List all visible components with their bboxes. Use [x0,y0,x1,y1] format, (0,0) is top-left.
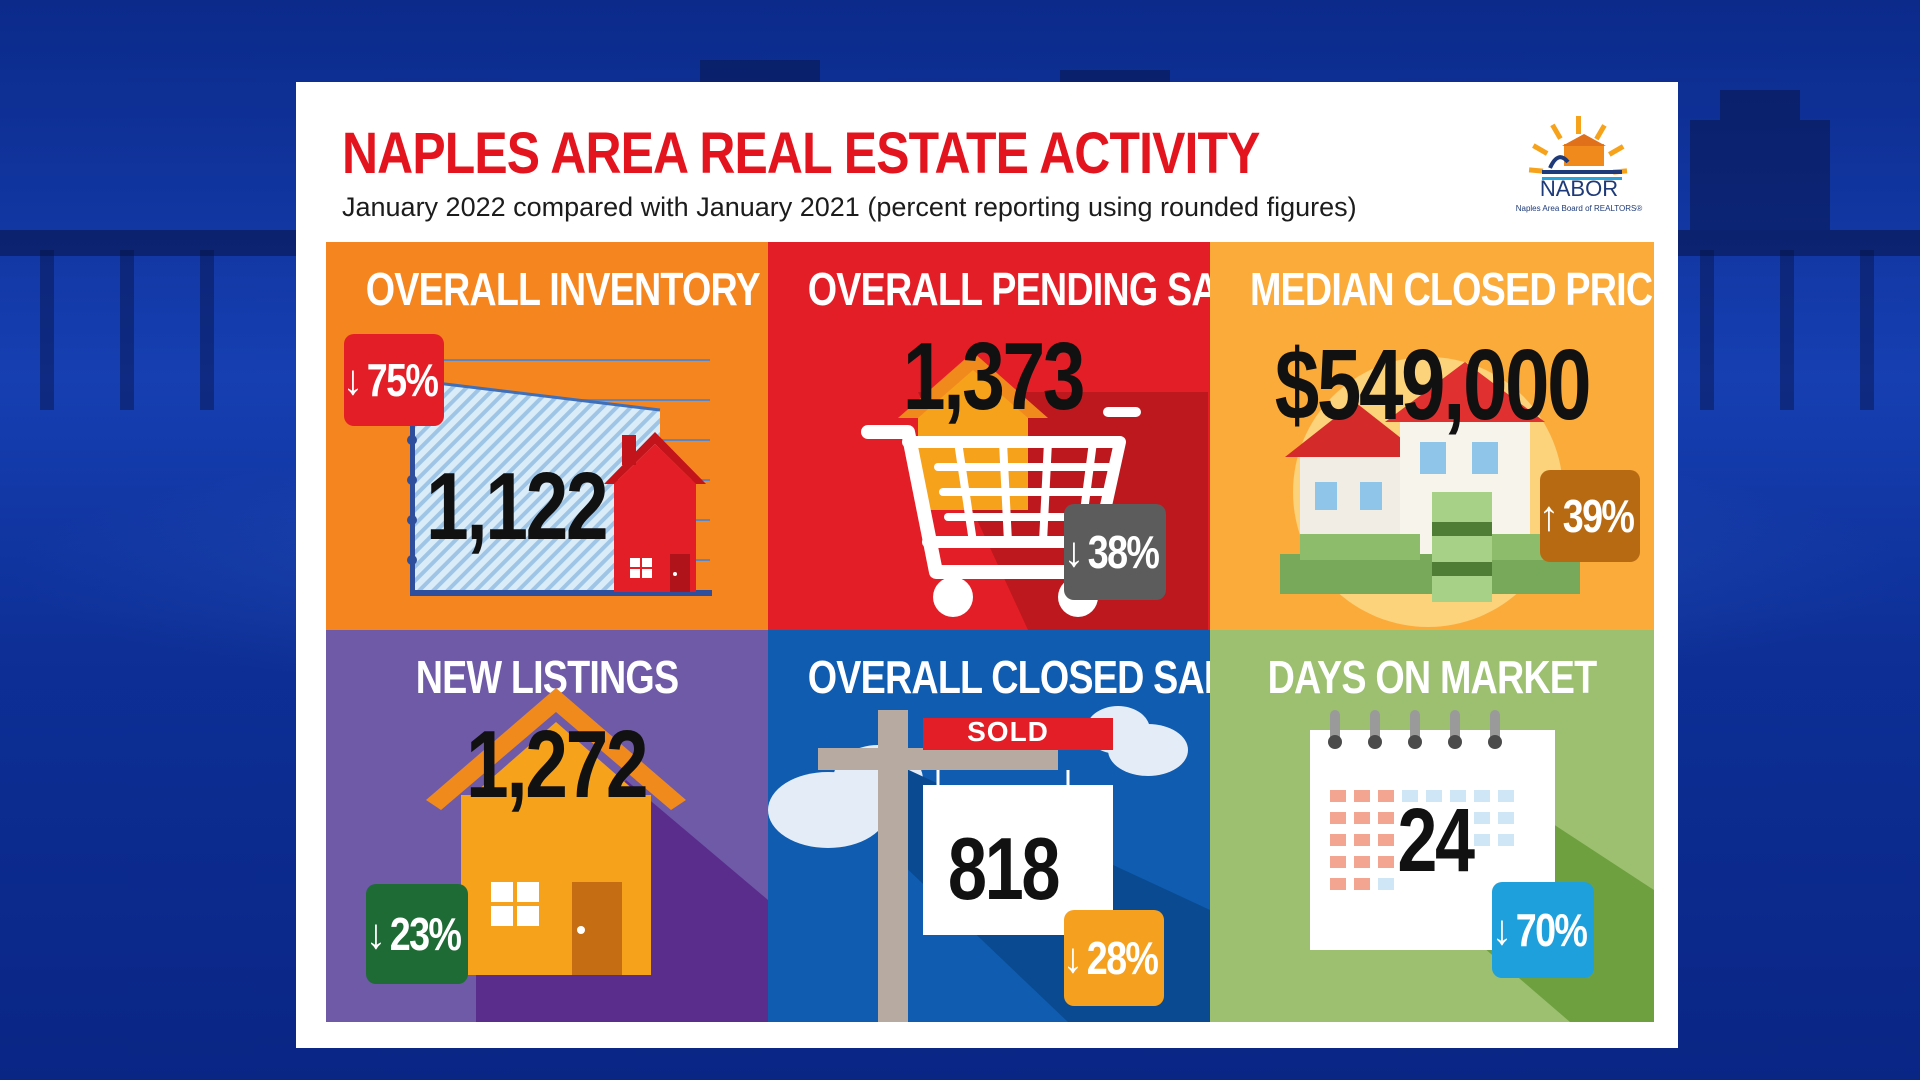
tile-overall-closed-sales: OVERALL CLOSED SALES SOLD 818 ↓ [768,630,1210,1022]
tile-title: OVERALL PENDING SALES [807,263,1210,315]
arrow-up-icon: ↑ [1538,492,1559,539]
tile-title: NEW LISTINGS [415,651,679,703]
sunburst-logo-icon [1528,116,1628,180]
page-subtitle: January 2022 compared with January 2021 … [342,192,1357,222]
tile-overall-pending-sales: OVERALL PENDING SALES [768,242,1210,630]
logo-name: NABOR [1539,176,1619,201]
tile-new-listings: NEW LISTINGS 1,272 ↓ 23% [326,630,768,1022]
red-house-icon [604,432,706,592]
tile-title: DAYS ON MARKET [1267,651,1598,703]
sold-sign-label: SOLD [967,716,1049,747]
tile-title: MEDIAN CLOSED PRICE [1249,263,1654,315]
listings-change-badge: ↓ 23% [365,884,468,984]
arrow-down-icon: ↓ [1062,934,1083,981]
house-with-money-icon [1280,357,1580,627]
tile-title: OVERALL INVENTORY [365,263,761,315]
arrow-down-icon: ↓ [1063,528,1084,575]
sold-sign-icon [768,706,1210,1022]
arrow-down-icon: ↓ [342,356,363,403]
tile-overall-inventory: OVERALL INVENTORY [326,242,768,630]
infographic-card: NAPLES AREA REAL ESTATE ACTIVITY January… [296,82,1678,1048]
inventory-change-badge: ↓ 75% [342,334,444,426]
inventory-value: 1,122 [426,453,609,560]
closed-change-badge: ↓ 28% [1062,910,1164,1006]
arrow-down-icon: ↓ [1491,906,1512,953]
days-change-badge: ↓ 70% [1491,882,1594,978]
tile-title: OVERALL CLOSED SALES [807,651,1210,703]
nabor-logo: NABOR Naples Area Board of REALTORS® [1514,114,1644,224]
arrow-down-icon: ↓ [365,910,386,957]
days-on-market-value: 24 [1397,791,1475,891]
closed-sales-value: 818 [947,819,1061,918]
page-title: NAPLES AREA REAL ESTATE ACTIVITY [342,121,1260,186]
orange-house-icon [426,688,768,1022]
new-listings-value: 1,272 [466,711,649,818]
stats-grid: OVERALL INVENTORY [326,242,1654,1022]
tile-days-on-market: DAYS ON MARKET [1210,630,1654,1022]
median-price-value: $549,000 [1274,329,1592,441]
logo-tagline: Naples Area Board of REALTORS® [1515,204,1643,213]
inventory-chart-illustration [407,359,712,596]
pending-change-badge: ↓ 38% [1063,504,1166,600]
pending-value: 1,373 [902,323,1086,430]
tile-median-closed-price: MEDIAN CLOSED PRICE [1210,242,1654,630]
price-change-badge: ↑ 39% [1538,470,1640,562]
